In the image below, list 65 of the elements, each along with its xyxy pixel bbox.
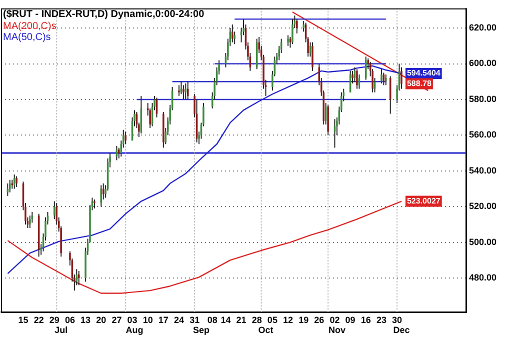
candlestick: [232, 24, 234, 43]
x2-tick-label: Aug: [126, 324, 144, 335]
y-tick-label: 500.00: [469, 236, 497, 247]
x-tick-label: 06: [64, 314, 75, 325]
candlestick: [78, 270, 80, 286]
x-tick-label: 03: [127, 314, 138, 325]
x-tick-label: 15: [18, 314, 28, 325]
candlestick: [356, 68, 358, 90]
x-tick-label: 21: [236, 314, 246, 325]
candlestick: [124, 131, 126, 145]
x-tick-label: 20: [96, 314, 106, 325]
x2-tick-label: Sep: [192, 324, 210, 335]
data-label: 523.0027: [406, 196, 441, 206]
candlestick: [400, 66, 402, 90]
x-tick-label: 10: [142, 314, 153, 325]
candlestick: [182, 84, 184, 100]
candlestick: [29, 215, 31, 229]
x-tick-label: 26: [314, 314, 324, 325]
x-tick-label: 22: [34, 314, 44, 325]
x-tick-label: 13: [80, 314, 91, 325]
candlestick: [364, 56, 367, 80]
candlestick: [9, 179, 11, 193]
x-tick-label: 31: [190, 314, 200, 325]
text: 588.78: [406, 79, 432, 88]
candlestick: [178, 84, 180, 96]
x-tick-label: 16: [360, 314, 371, 325]
y-tick-label: 620.00: [469, 22, 497, 33]
chart-title: ($RUT - INDEX-RUT,D) Dynamic,0:00-24:00: [3, 9, 205, 20]
y-tick-label: 480.00: [469, 272, 497, 283]
text: MA(50,C)s: [3, 32, 51, 44]
y-tick-label: 560.00: [469, 130, 497, 140]
candlestick: [385, 74, 387, 86]
candlestick: [287, 34, 289, 46]
y-tick-label: 520.00: [469, 201, 497, 212]
candlestick: [100, 184, 102, 208]
x-tick-label: 30: [392, 314, 402, 325]
x-tick-label: 28: [252, 314, 262, 325]
y-tick-label: 580.00: [469, 94, 497, 104]
x2-tick-label: Nov: [328, 324, 346, 335]
x-tick-label: 27: [112, 314, 122, 325]
x-tick-label: 08: [207, 314, 218, 325]
x-tick-label: 23: [376, 314, 386, 325]
text: MA(200,C)s: [3, 21, 56, 32]
x-tick-label: 17: [158, 314, 168, 325]
x-tick-label: 09: [345, 314, 356, 325]
y-tick-label: 600.00: [469, 58, 497, 68]
candlestick: [187, 81, 189, 100]
x-tick-label: 19: [298, 314, 309, 325]
candlestick: [352, 70, 354, 84]
candlestick: [296, 18, 298, 34]
x2-tick-label: Jul: [54, 324, 68, 335]
x2-tick-label: Dec: [393, 324, 410, 335]
data-label: 594.5404: [406, 68, 441, 78]
x-tick-label: 14: [220, 314, 231, 325]
candlestick: [292, 18, 294, 45]
candlestick: [16, 176, 18, 188]
x-tick-label: 12: [283, 314, 294, 325]
x2-tick-label: Oct: [258, 324, 274, 335]
x-tick-label: 02: [330, 314, 340, 325]
x-tick-label: 05: [267, 314, 278, 325]
candlestick: [380, 68, 382, 84]
x-tick-label: 24: [174, 314, 184, 325]
candlestick: [312, 42, 314, 72]
x-tick-label: 29: [49, 314, 60, 325]
y-tick-label: 540.00: [469, 165, 497, 176]
